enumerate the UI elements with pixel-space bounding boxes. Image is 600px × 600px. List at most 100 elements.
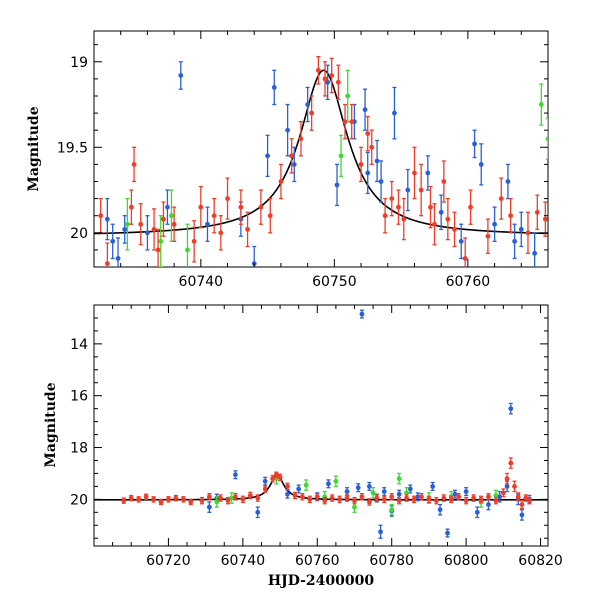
bottom-series-2-point — [381, 495, 387, 504]
data-point — [329, 73, 335, 78]
bottom-series-0-point — [437, 503, 443, 516]
bottom-series-0-point — [206, 501, 212, 513]
top-series-0-point — [478, 143, 484, 186]
data-point — [358, 161, 364, 167]
data-point — [365, 170, 371, 176]
data-point — [362, 107, 368, 113]
data-point — [370, 490, 376, 496]
data-point — [441, 179, 447, 184]
top-series-1-point — [169, 189, 174, 242]
bottom-series-0-point — [508, 402, 514, 415]
data-point — [122, 226, 128, 232]
top-series-0-point — [425, 155, 431, 191]
top-series-2-point — [322, 61, 328, 97]
top-series-2-point — [289, 138, 295, 174]
top-series-2-point — [396, 189, 401, 225]
top-series-2-point — [258, 189, 264, 225]
data-point — [526, 498, 532, 504]
bottom-series-1-point — [303, 479, 309, 491]
bottom-series-2-point — [314, 493, 320, 501]
bottom-series-0-point — [381, 487, 387, 497]
data-point — [378, 529, 383, 535]
data-point — [225, 196, 230, 201]
x-tick-label: 60780 — [369, 553, 414, 569]
data-point — [405, 187, 411, 193]
data-point — [171, 221, 177, 227]
data-point — [338, 153, 344, 159]
data-point — [437, 507, 443, 513]
bottom-y-axis-label: Magnitude — [43, 382, 59, 467]
top-series-2-point — [191, 220, 197, 263]
bottom-series-0-point — [255, 506, 261, 519]
data-point — [128, 495, 134, 501]
top-panel: 60740 60750 60760 19 19.5 20 Magnitude — [26, 30, 549, 290]
bottom-series-2-point — [188, 498, 194, 506]
data-point — [271, 85, 277, 90]
top-series-2-point — [315, 56, 321, 85]
top-series-0-point — [374, 139, 380, 183]
bottom-series-2-point — [500, 488, 506, 498]
top-series-2-point — [238, 189, 244, 225]
data-point — [238, 204, 244, 210]
data-point — [498, 196, 504, 201]
bottom-series-0-point — [415, 492, 421, 502]
top-series-2-point — [131, 146, 137, 183]
top-series-2-point — [278, 163, 284, 200]
top-series-2-point — [445, 197, 451, 241]
data-point — [136, 496, 142, 502]
bottom-series-1-point — [333, 475, 339, 488]
top-series-0-point — [110, 223, 116, 260]
data-point — [124, 221, 130, 227]
data-point — [315, 67, 321, 73]
top-series-2-point — [401, 197, 407, 241]
y-tick-label: 20 — [70, 226, 88, 242]
bottom-series-2-point — [180, 496, 186, 503]
top-series-2-point — [382, 197, 388, 234]
x-tick-label: 60800 — [444, 553, 489, 569]
top-series-2-point — [138, 203, 144, 246]
data-point — [185, 247, 190, 253]
data-point — [448, 496, 454, 502]
data-point — [519, 502, 525, 507]
data-point — [206, 504, 212, 510]
data-point — [430, 483, 436, 489]
data-point — [218, 495, 223, 501]
data-point — [508, 213, 514, 219]
data-point — [267, 213, 273, 219]
data-point — [178, 73, 184, 78]
data-point — [262, 486, 268, 492]
top-series-1-point — [158, 215, 164, 267]
data-point — [389, 494, 395, 500]
data-point — [419, 494, 424, 500]
data-point — [366, 483, 372, 489]
bottom-series-2-point — [158, 498, 164, 506]
data-point — [486, 494, 491, 500]
data-point — [305, 102, 311, 107]
top-series-2-point — [225, 177, 230, 220]
top-series-0-point — [472, 129, 477, 159]
top-series-0-point — [145, 215, 150, 251]
data-point — [382, 213, 388, 219]
data-point — [309, 110, 315, 116]
bottom-series-2-point — [523, 494, 529, 502]
bottom-series-2-point — [166, 496, 171, 503]
bottom-series-2-point — [486, 493, 491, 501]
data-point — [104, 261, 110, 266]
data-point — [497, 494, 503, 500]
data-point — [381, 496, 387, 502]
top-series-2-point — [441, 160, 447, 203]
x-tick-label: 60740 — [179, 274, 224, 290]
bottom-series-0-point — [486, 498, 491, 511]
top-series-1-point — [538, 83, 544, 126]
bottom-series-2-point — [419, 493, 424, 501]
data-point — [441, 495, 447, 501]
bottom-series-2-point — [515, 492, 521, 502]
top-series-2-point — [485, 218, 491, 254]
data-point — [545, 136, 548, 142]
data-point — [445, 216, 451, 222]
data-point — [158, 238, 164, 244]
data-point — [471, 495, 476, 501]
x-tick-label: 60720 — [146, 553, 191, 569]
data-point — [299, 494, 305, 500]
data-point — [285, 491, 290, 497]
